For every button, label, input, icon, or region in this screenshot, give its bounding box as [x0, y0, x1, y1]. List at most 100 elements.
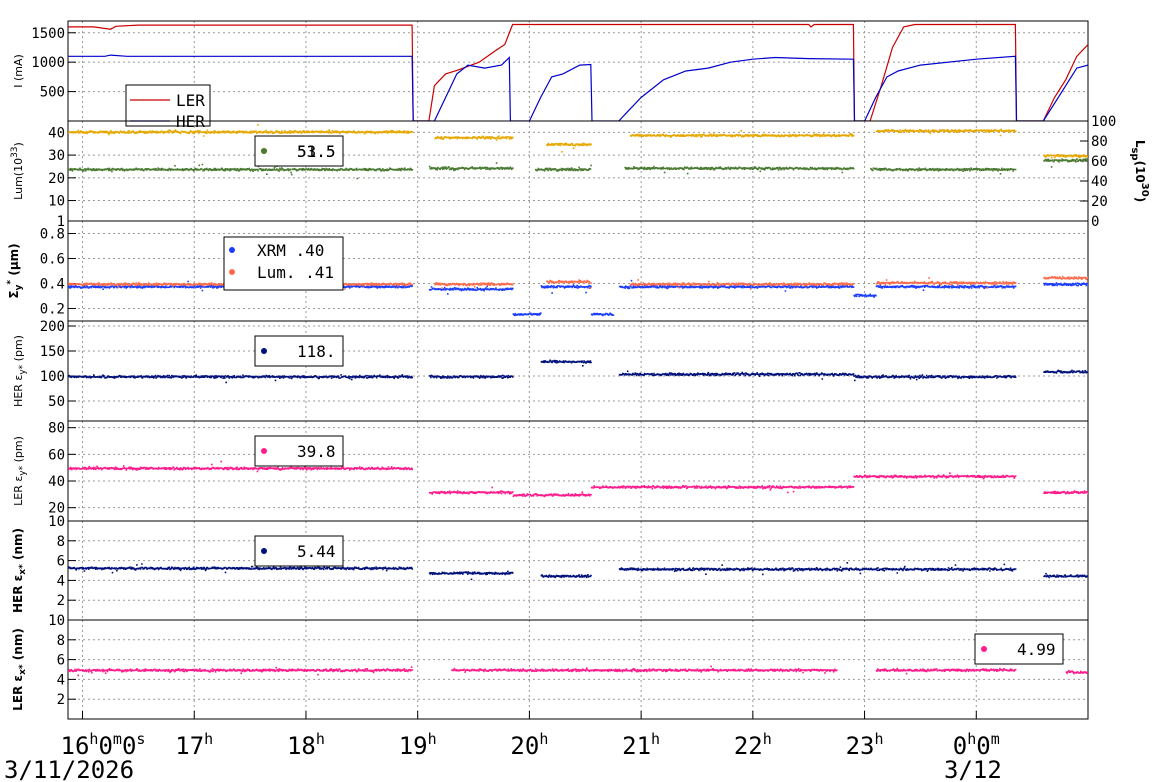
time-axis: 16h0m0s 17h 18h 19h 20h 21h 22h 23h 0h0m 3/11/202…	[4, 711, 1002, 782]
date-label-right: 3/12	[944, 756, 1002, 782]
y-axis-label: LER εy* (pm)	[12, 436, 28, 506]
y-tick-label: 0.6	[40, 252, 65, 268]
series-points-her-x-	[1043, 572, 1088, 579]
y-tick-label: 8	[57, 534, 65, 550]
panel-series	[68, 460, 1088, 498]
series-points-xrm	[590, 312, 615, 317]
legend-box	[125, 84, 211, 127]
series-points-xrm	[512, 312, 542, 317]
y-tick-label-right: 0	[1091, 214, 1099, 230]
y-tick-label: 500	[40, 85, 65, 101]
y-tick-label: 30	[48, 148, 65, 164]
x-tick-label: 18h	[287, 730, 325, 760]
x-tick-label: 22h	[734, 730, 772, 760]
y-tick-label: 4	[57, 672, 65, 688]
series-points-ler-x-	[68, 666, 414, 677]
readout-box	[254, 435, 344, 467]
y-tick-label: 50	[48, 394, 65, 410]
series-points-lsp	[428, 162, 514, 172]
readout-box	[254, 535, 344, 567]
panel-frame	[67, 619, 1089, 720]
series-points-ler-y-	[1043, 490, 1088, 495]
series-points-her-y-	[428, 374, 514, 379]
panel-her_eps_y: 50 100 150 200 HER εy* (pm) 118.	[12, 319, 1089, 422]
y-tick-label: 10	[48, 514, 65, 530]
series-points-lum	[434, 135, 514, 141]
readout-her_eps_x: 5.44	[254, 535, 344, 567]
x-tick-label: 0h0m	[953, 730, 1000, 760]
series-points-ler-y-	[853, 472, 1017, 480]
y-tick-label: 150	[40, 344, 65, 360]
series-points-lsp	[535, 164, 592, 172]
readout-value: 39.8	[297, 442, 336, 461]
series-points-her-y-	[68, 374, 414, 384]
series-points-her-y-	[618, 370, 855, 380]
y-tick-label-right: 20	[1091, 194, 1108, 210]
panel-series	[68, 124, 1088, 180]
y-tick-label: 1	[57, 214, 65, 230]
y-tick-label: 80	[48, 421, 65, 437]
panel-series	[68, 23, 1088, 121]
y-tick-label-right: 40	[1091, 174, 1108, 190]
y-tick-label-right: 100	[1091, 114, 1116, 130]
x-tick-label: 16h0m0s	[61, 730, 146, 760]
date-label-left: 3/11/2026	[4, 756, 134, 782]
panel-series	[68, 359, 1088, 384]
panel-series	[68, 562, 1088, 581]
series-points-xrm	[875, 284, 1017, 291]
x-tick-label: 23h	[846, 730, 884, 760]
y-tick-label: 2	[57, 692, 65, 708]
series-points-lsp	[1043, 158, 1088, 168]
legend-sigma: XRM .40 Lum. .41	[223, 236, 344, 291]
readout-value: 118.	[297, 342, 336, 361]
series-points-ler-x-	[1065, 669, 1088, 675]
y-tick-label-right: 60	[1091, 154, 1108, 170]
y-tick-label: 6	[57, 554, 65, 570]
readout-marker	[981, 646, 987, 652]
series-points-lum	[1043, 154, 1088, 159]
readout-value: 51.5	[297, 142, 336, 161]
y-tick-label: 8	[57, 633, 65, 649]
y-tick-label: 20	[48, 501, 65, 517]
legend-label: Lum. .41	[257, 263, 334, 282]
x-tick-label: 21h	[622, 730, 660, 760]
legend-box	[223, 236, 344, 291]
readout-marker	[261, 448, 267, 454]
y-axis-label: Lum(1033)	[10, 142, 25, 200]
series-points-lum-	[434, 282, 514, 289]
series-line-her	[68, 54, 1088, 121]
y-tick-label: 60	[48, 447, 65, 463]
y-axis-label-right: Lsp(1030)	[1129, 140, 1150, 202]
legend-label: LER	[176, 91, 205, 110]
y-tick-label: 200	[40, 319, 65, 335]
series-points-lum-	[629, 279, 855, 290]
x-tick-label: 20h	[510, 730, 548, 760]
y-tick-label-right: 80	[1091, 134, 1108, 150]
readout-marker	[261, 348, 267, 354]
readout-box	[254, 335, 344, 367]
readout-value: 53.5	[297, 142, 336, 161]
series-points-ler-x-	[875, 667, 1017, 675]
y-tick-label: 0.2	[40, 302, 65, 318]
readout-luminosity: 53.551.5	[254, 135, 344, 167]
readout-value: 5.44	[297, 542, 336, 561]
y-axis-label: LER εx* (nm)	[11, 628, 28, 711]
series-points-her-y-	[540, 359, 592, 367]
series-points-lum-	[1043, 275, 1088, 283]
readout-box	[974, 633, 1064, 665]
series-points-her-x-	[853, 563, 1017, 575]
series-points-her-x-	[68, 563, 414, 574]
y-axis-label: I (mA)	[12, 54, 25, 88]
readout-marker	[261, 148, 267, 154]
series-points-xrm	[540, 284, 592, 294]
y-tick-label: 10	[48, 613, 65, 629]
y-axis-label: Σy* (μm)	[6, 243, 24, 298]
legend-label: XRM .40	[257, 241, 324, 260]
panel-sigma: 0.2 0.4 0.6 0.8 Σy* (μm) XRM .40 Lum. .41	[6, 220, 1089, 322]
series-points-lum	[629, 130, 855, 138]
readout-ler_eps_x: 4.99	[974, 633, 1064, 665]
readout-ler_eps_y: 39.8	[254, 435, 344, 467]
y-tick-label: 0.8	[40, 227, 65, 243]
